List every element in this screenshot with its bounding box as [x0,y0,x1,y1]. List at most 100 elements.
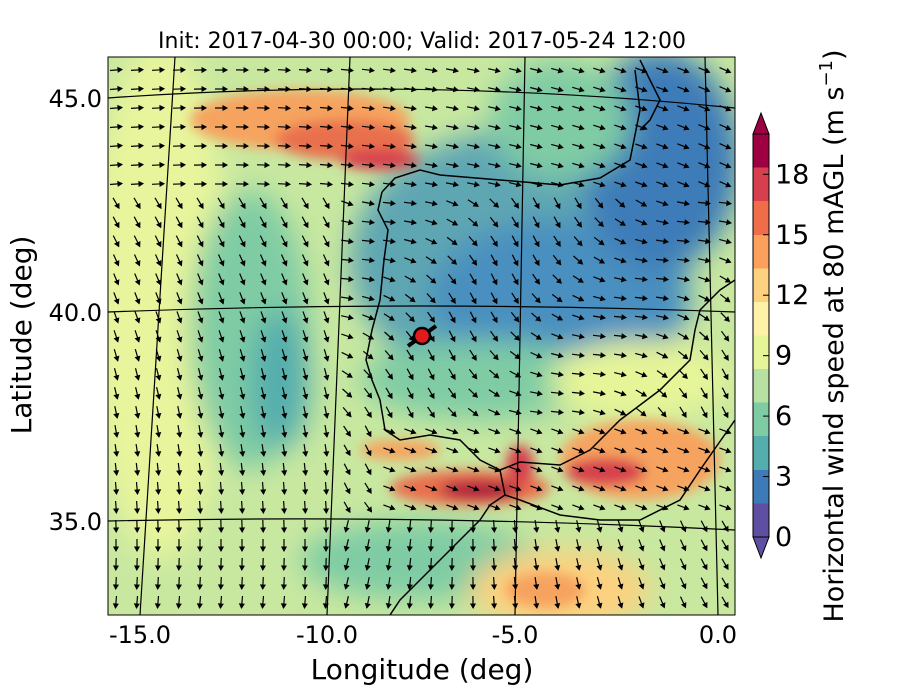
wind-arrow-head [364,545,371,552]
wind-arrow-head [390,238,396,245]
wind-arrow-head [515,181,522,188]
wind-arrow-head [557,504,564,511]
wind-arrow-head [348,105,355,112]
wind-arrow-head [239,260,246,267]
wind-arrow-head [197,298,204,305]
wind-arrow-head [536,143,543,150]
wind-arrow-head [112,546,120,553]
wind-arrow-head [323,260,330,267]
wind-arrow-head [176,298,183,305]
wind-arrow-head [494,143,501,150]
wind-arrow-head [264,124,271,131]
wind-arrow-head [327,86,334,93]
wind-arrow-head [134,470,141,477]
wind-arrow-head [448,546,455,553]
wind-arrow-head [348,143,355,150]
wind-arrow-head [641,257,648,264]
wind-arrow-head [620,67,627,74]
wind-arrow-head [217,584,224,591]
wind-arrow-head [451,220,459,226]
wind-arrow-head [663,276,670,283]
y-axis: 45.0 40.0 35.0 Latitude (deg) [5,85,102,536]
wind-vectors [109,66,733,610]
wind-arrow-head [260,355,267,362]
wind-arrow-head [410,219,417,226]
wind-arrow-head [662,124,669,131]
wind-arrow-head [113,355,120,362]
wind-arrow-head [493,391,500,397]
wind-arrow-head [218,298,225,305]
wind-arrow-head [155,412,162,419]
wind-arrow-head [239,240,246,248]
plot-frame [107,56,736,616]
wind-arrow-head [134,298,141,305]
wind-arrow-head [494,409,501,416]
wind-arrow-head [620,504,627,511]
wind-arrow-head [557,124,564,131]
wind-arrow-head [576,221,582,228]
wind-arrow-head [196,603,203,610]
wind-arrow-head [703,334,710,341]
wind-arrow-head [323,412,330,419]
wind-arrow-head [260,508,267,515]
wind-arrow-head [725,428,732,435]
wind-arrow-head [557,333,564,340]
wind-arrow-head [154,546,162,553]
wind-arrow-head [555,259,562,266]
wind-arrow-head [180,142,187,149]
colorbar-label-close: ) [819,49,850,60]
wind-arrow-head [515,504,522,511]
wind-arrow-head [577,258,584,265]
wind-arrow-head [638,545,645,552]
wind-arrow-head [281,279,288,286]
wind-arrow-head [117,104,124,111]
wind-arrow-head [176,412,183,419]
wind-arrow-head [117,142,124,149]
wind-arrow-head [537,409,543,416]
wind-arrow-head [180,180,187,187]
wind-arrow-head [239,470,246,477]
wind-arrow-head [599,485,606,492]
wind-arrow-head [155,374,162,381]
wind-arrow-head [725,238,732,245]
wind-arrow-head [197,431,204,438]
wind-arrow-head [389,466,396,473]
wind-arrow-head [494,124,501,131]
wind-arrow-head [725,162,732,169]
wind-arrow-head [201,161,208,169]
wind-arrow-head [406,584,413,591]
wind-arrow-head [533,603,540,609]
wind-arrow-head [218,393,225,400]
wind-arrow-head [390,219,397,226]
wind-arrow-head [218,508,225,515]
wind-arrow-head [348,276,355,283]
wind-arrow-head [725,257,732,264]
wind-arrow-head [117,180,124,187]
wind-arrow-head [431,67,438,74]
wind-arrow-head [323,317,330,324]
wind-arrow-head [155,298,162,305]
wind-arrow-head [155,355,162,362]
colorbar-tick-label: 15 [775,220,809,251]
wind-arrow-head [133,546,141,553]
wind-arrow-head [197,412,204,419]
wind-arrow-head [323,527,330,534]
wind-arrow-head [452,485,459,492]
wind-arrow-head [364,526,371,533]
wind-arrow-head [281,260,288,267]
wind-arrow-head [427,603,434,610]
wind-arrow-head [641,181,648,188]
wind-arrow-head [469,527,477,534]
wind-arrow-head [114,202,120,210]
wind-arrow-head [117,161,124,168]
wind-arrow-head [725,504,732,511]
x-axis: -15.0 -10.0 -5.0 0.0 Longitude (deg) [109,621,737,686]
wind-arrow-head [180,123,187,130]
wind-arrow-head [704,86,711,93]
y-tick-label: 40.0 [49,299,102,327]
wind-arrow-head [197,279,204,286]
wind-arrow-head [133,584,140,591]
x-tick-label: -15.0 [109,621,171,649]
wind-arrow-head [575,526,582,533]
